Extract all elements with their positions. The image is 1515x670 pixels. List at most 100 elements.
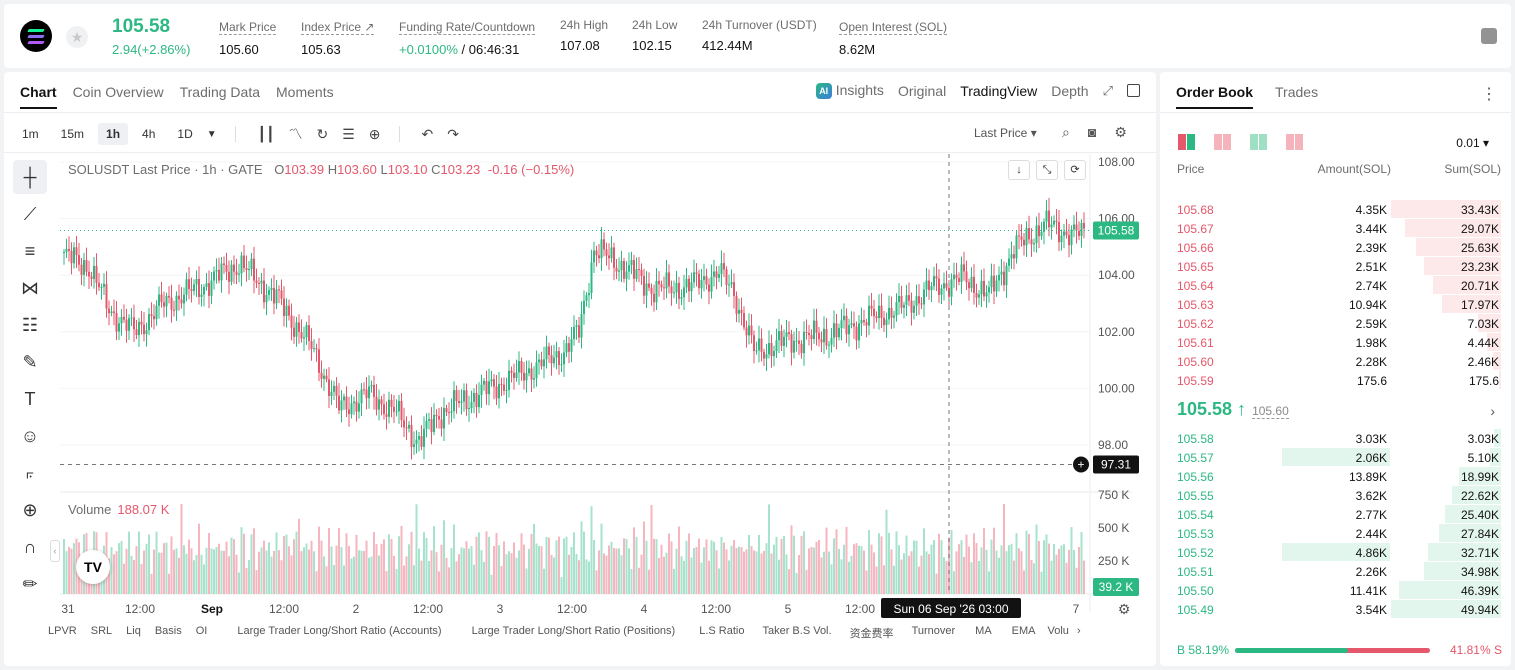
indicator-item[interactable]: SRL: [90, 625, 113, 637]
candle-type-icon[interactable]: ┃┃: [257, 125, 275, 142]
insights-tab[interactable]: AI Insights: [815, 82, 884, 100]
indicator-item[interactable]: Basis: [154, 625, 182, 637]
tab-order-book[interactable]: Order Book: [1176, 84, 1254, 109]
mixed-mode-icon[interactable]: [1286, 134, 1304, 150]
tab-chart[interactable]: Chart: [20, 84, 57, 109]
redo-icon[interactable]: ↷: [447, 125, 459, 142]
templates-icon[interactable]: ☰: [342, 125, 355, 142]
crosshair-tool-icon[interactable]: ┼: [13, 160, 47, 194]
indicator-item[interactable]: Large Trader Long/Short Ratio (Positions…: [471, 625, 676, 637]
chevron-right-icon[interactable]: ›: [1076, 625, 1081, 637]
book-icon[interactable]: [1481, 28, 1497, 44]
ask-row[interactable]: 105.60 2.28K 2.46K: [1160, 352, 1511, 371]
depth-tab[interactable]: Depth: [1051, 82, 1089, 99]
candle-body: [138, 321, 140, 336]
gear-icon[interactable]: ⚙: [1114, 124, 1127, 140]
scroll-down-icon[interactable]: ↓: [1008, 160, 1030, 180]
candle-body: [760, 338, 763, 352]
bids-mode-icon[interactable]: [1250, 134, 1268, 150]
candle-body: [118, 323, 120, 332]
indicator-item[interactable]: Large Trader Long/Short Ratio (Accounts): [237, 625, 442, 637]
interval-1h[interactable]: 1h: [98, 123, 129, 145]
emoji-tool-icon[interactable]: ☺: [20, 425, 40, 446]
interval-15m[interactable]: 15m: [60, 127, 85, 141]
camera-icon[interactable]: ◙: [1087, 124, 1097, 140]
interval-1m[interactable]: 1m: [22, 127, 39, 141]
indicator-item[interactable]: Turnover: [911, 625, 956, 637]
original-tab[interactable]: Original: [897, 82, 947, 99]
ask-row[interactable]: 105.68 4.35K 33.43K: [1160, 200, 1511, 219]
ask-row[interactable]: 105.67 3.44K 29.07K: [1160, 219, 1511, 238]
tradingview-logo-icon[interactable]: TV: [76, 550, 110, 584]
bid-row[interactable]: 105.58 3.03K 3.03K: [1160, 429, 1511, 448]
indicator-item[interactable]: EMA: [1011, 625, 1036, 637]
ask-row[interactable]: 105.62 2.59K 7.03K: [1160, 314, 1511, 333]
indicator-item[interactable]: Liq: [126, 625, 141, 637]
bid-row[interactable]: 105.55 3.62K 22.62K: [1160, 486, 1511, 505]
tab-trading-data[interactable]: Trading Data: [179, 84, 261, 100]
bid-row[interactable]: 105.50 11.41K 46.39K: [1160, 581, 1511, 600]
more-options-icon[interactable]: ⋮: [1481, 86, 1497, 103]
bid-row[interactable]: 105.54 2.77K 25.40K: [1160, 505, 1511, 524]
order-price: 105.63: [1177, 298, 1214, 312]
ask-row[interactable]: 105.64 2.74K 20.71K: [1160, 276, 1511, 295]
expand-icon[interactable]: ⤢: [1102, 82, 1113, 98]
replay-icon[interactable]: ↻: [316, 125, 329, 142]
fib-tool-icon[interactable]: ☷: [21, 314, 39, 335]
alert-add-icon[interactable]: ⊕: [368, 125, 381, 142]
search-icon[interactable]: ⌕: [1062, 124, 1070, 140]
text-tool-icon[interactable]: T: [24, 388, 36, 409]
volume-bar: [705, 539, 708, 594]
zoom-in-tool-icon[interactable]: ⊕: [22, 499, 38, 520]
indicator-item[interactable]: L.S Ratio: [699, 625, 745, 637]
favorite-star-icon[interactable]: ★: [66, 26, 88, 48]
ask-row[interactable]: 105.63 10.94K 17.97K: [1160, 295, 1511, 314]
horizontal-lines-tool-icon[interactable]: ≡: [24, 240, 36, 261]
indicator-item[interactable]: 资金费率: [849, 628, 894, 640]
asks-mode-icon[interactable]: [1214, 134, 1232, 150]
pencil-tool-icon[interactable]: ✏: [22, 573, 38, 594]
indicator-item[interactable]: OI: [195, 625, 208, 637]
ask-row[interactable]: 105.59 175.6 175.6: [1160, 371, 1511, 390]
price-source-select[interactable]: Last Price ▾: [974, 126, 1037, 140]
trend-line-tool-icon[interactable]: ⟋: [23, 203, 37, 224]
bid-row[interactable]: 105.51 2.26K 34.98K: [1160, 562, 1511, 581]
bid-row[interactable]: 105.57 2.06K 5.10K: [1160, 448, 1511, 467]
precision-select[interactable]: 0.01 ▾: [1456, 136, 1489, 150]
tab-moments[interactable]: Moments: [276, 84, 334, 100]
collapse-toolbar-icon[interactable]: ‹: [50, 540, 60, 562]
interval-1d[interactable]: 1D: [177, 127, 193, 141]
bid-row[interactable]: 105.56 13.89K 18.99K: [1160, 467, 1511, 486]
tradingview-tab[interactable]: TradingView: [960, 82, 1038, 99]
ruler-tool-icon[interactable]: ⟔: [25, 462, 35, 483]
bid-row[interactable]: 105.53 2.44K 27.84K: [1160, 524, 1511, 543]
volume-bar: [755, 551, 758, 594]
bid-row[interactable]: 105.52 4.86K 32.71K: [1160, 543, 1511, 562]
interval-4h[interactable]: 4h: [142, 127, 156, 141]
ask-row[interactable]: 105.61 1.98K 4.44K: [1160, 333, 1511, 352]
depth-bar: [1441, 295, 1501, 313]
indicators-icon[interactable]: 〽: [288, 126, 303, 142]
tab-trades[interactable]: Trades: [1275, 84, 1319, 100]
brush-tool-icon[interactable]: ✎: [22, 351, 38, 372]
window-icon[interactable]: [1127, 84, 1140, 98]
ask-row[interactable]: 105.66 2.39K 25.63K: [1160, 238, 1511, 257]
collapse-icon[interactable]: ⤡: [1036, 160, 1058, 180]
indicator-item[interactable]: MA: [975, 625, 992, 637]
undo-icon[interactable]: ↶: [421, 125, 434, 142]
indicator-item[interactable]: Taker B.S Vol.: [762, 625, 832, 637]
magnet-tool-icon[interactable]: ∩: [23, 536, 37, 557]
interval-dropdown-icon[interactable]: ▼: [206, 128, 217, 140]
tab-coin-overview[interactable]: Coin Overview: [72, 84, 164, 100]
stat-index-price[interactable]: Index Price ↗ 105.63: [301, 20, 375, 57]
indicator-item[interactable]: Volu: [1047, 625, 1069, 637]
indicator-item[interactable]: LPVR: [48, 625, 77, 637]
price-chart[interactable]: 108.00106.00104.00102.00100.0098.00105.5…: [4, 72, 1156, 666]
both-sides-mode-icon[interactable]: [1178, 134, 1196, 150]
auto-scale-icon[interactable]: ⟳: [1064, 160, 1086, 180]
chevron-right-icon[interactable]: ›: [1490, 403, 1495, 419]
sell-ratio: 41.81% S: [1449, 643, 1502, 657]
pattern-tool-icon[interactable]: ⋈: [21, 277, 39, 298]
bid-row[interactable]: 105.49 3.54K 49.94K: [1160, 600, 1511, 619]
ask-row[interactable]: 105.65 2.51K 23.23K: [1160, 257, 1511, 276]
